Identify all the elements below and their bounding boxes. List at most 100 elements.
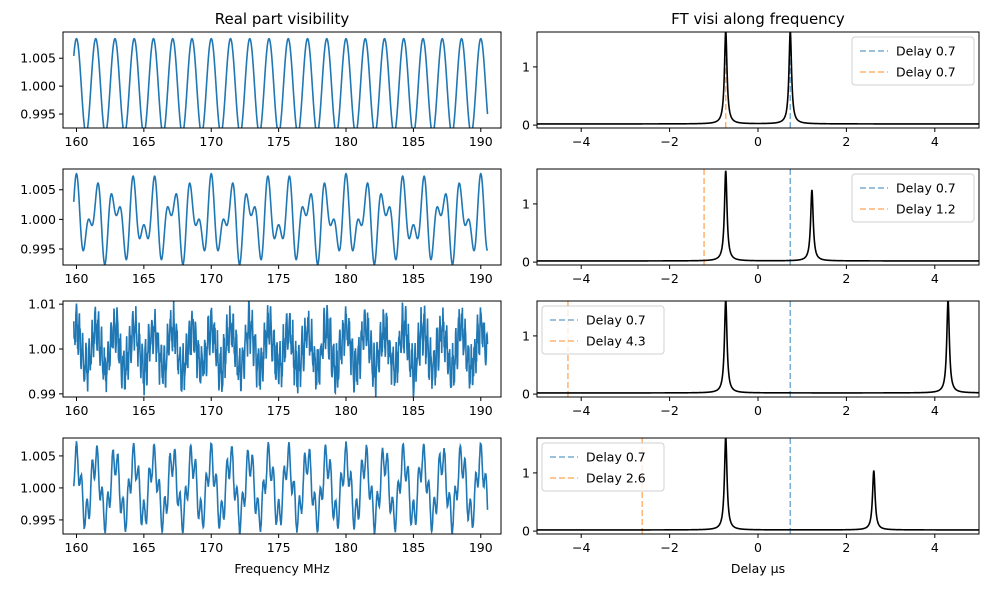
chart-panel: −4 −2 0 2 4 0 1 Delay 0.7 Delay 4.3 <box>522 300 980 418</box>
chart-title: FT visi along frequency <box>671 10 845 28</box>
chart-panel: −4 −2 0 2 4 0 1 FT visi along frequency Delay 0.… <box>522 10 980 149</box>
x-tick-label: 2 <box>842 271 850 286</box>
x-tick-label: 190 <box>469 540 493 555</box>
legend-box <box>541 305 665 355</box>
x-tick-label: −2 <box>660 540 678 555</box>
legend: Delay 0.7 Delay 2.6 <box>541 442 665 492</box>
y-tick-label: 1.000 <box>20 212 56 227</box>
legend-label: Delay 0.7 <box>586 313 646 328</box>
x-tick-label: 160 <box>65 134 89 149</box>
ft-series-line <box>537 301 979 394</box>
x-tick-label: 4 <box>931 403 939 418</box>
axes-frame <box>62 31 502 129</box>
x-tick-label: 185 <box>401 271 425 286</box>
x-tick-label: 190 <box>469 271 493 286</box>
y-tick-label: 1.005 <box>20 182 56 197</box>
visibility-series-line <box>72 441 489 534</box>
x-tick-label: 170 <box>199 271 223 286</box>
y-tick-label: 0 <box>522 387 530 402</box>
x-tick-label: 4 <box>931 540 939 555</box>
plot-area <box>72 301 489 397</box>
x-tick-label: 2 <box>842 540 850 555</box>
legend-box <box>541 442 665 492</box>
legend: Delay 0.7 Delay 4.3 <box>541 305 665 355</box>
x-tick-label: 160 <box>65 403 89 418</box>
y-tick-label: 0.99 <box>28 386 56 401</box>
visibility-series-line <box>72 172 489 265</box>
x-tick-label: 165 <box>132 540 156 555</box>
x-tick-label: 190 <box>469 134 493 149</box>
x-tick-label: 170 <box>199 134 223 149</box>
legend-box <box>851 173 975 223</box>
legend-label: Delay 4.3 <box>586 334 646 349</box>
x-tick-label: 0 <box>754 134 762 149</box>
x-tick-label: 180 <box>334 271 358 286</box>
x-tick-label: 185 <box>401 540 425 555</box>
ft-series-line <box>537 170 979 262</box>
x-tick-label: −4 <box>572 403 590 418</box>
legend-box <box>851 36 975 86</box>
y-tick-label: 1.005 <box>20 448 56 463</box>
x-tick-label: 190 <box>469 403 493 418</box>
x-tick-label: 175 <box>267 403 291 418</box>
y-tick-label: 1 <box>522 328 530 343</box>
x-tick-label: 2 <box>842 134 850 149</box>
y-tick-label: 0 <box>522 524 530 539</box>
axes-frame <box>62 437 502 535</box>
x-axis-label: Delay μs <box>731 561 785 576</box>
x-tick-label: 165 <box>132 271 156 286</box>
x-tick-label: 175 <box>267 271 291 286</box>
x-tick-label: 185 <box>401 403 425 418</box>
chart-panel: 160 165 170 175 180 185 190 0.995 1.000 1.005 Real… <box>20 10 502 149</box>
axes-frame <box>62 168 502 266</box>
x-tick-label: 0 <box>754 271 762 286</box>
visibility-series-line <box>72 37 489 128</box>
x-tick-label: 4 <box>931 134 939 149</box>
x-tick-label: 165 <box>132 403 156 418</box>
x-tick-label: 160 <box>65 271 89 286</box>
x-tick-label: 0 <box>754 540 762 555</box>
chart-panel: 160 165 170 175 180 185 190 0.99 1.00 1.01 <box>28 297 502 418</box>
legend-label: Delay 1.2 <box>896 202 956 217</box>
legend: Delay 0.7 Delay 1.2 <box>851 173 975 223</box>
y-tick-label: 0 <box>522 118 530 133</box>
plot-area <box>72 441 489 534</box>
legend-label: Delay 0.7 <box>896 44 956 59</box>
y-tick-label: 0 <box>522 255 530 270</box>
y-tick-label: 1 <box>522 465 530 480</box>
x-tick-label: −2 <box>660 403 678 418</box>
x-tick-label: 165 <box>132 134 156 149</box>
x-tick-label: −2 <box>660 271 678 286</box>
x-tick-label: 185 <box>401 134 425 149</box>
x-tick-label: 180 <box>334 403 358 418</box>
x-tick-label: 0 <box>754 403 762 418</box>
x-tick-label: 4 <box>931 271 939 286</box>
x-tick-label: 170 <box>199 403 223 418</box>
y-tick-label: 0.995 <box>20 242 56 257</box>
chart-panel: −4 −2 0 2 4 0 1 Delay 0.7 Delay 1.2 <box>522 168 980 286</box>
y-tick-label: 1.01 <box>28 297 56 312</box>
legend-label: Delay 2.6 <box>586 471 646 486</box>
y-tick-label: 1 <box>522 59 530 74</box>
chart-title: Real part visibility <box>215 10 350 28</box>
y-tick-label: 0.995 <box>20 512 56 527</box>
plot-area <box>72 172 489 265</box>
x-tick-label: 180 <box>334 134 358 149</box>
y-tick-label: 1.000 <box>20 480 56 495</box>
legend-label: Delay 0.7 <box>586 450 646 465</box>
x-tick-label: −4 <box>572 540 590 555</box>
ft-series-line <box>537 438 979 531</box>
chart-panel: 160 165 170 175 180 185 190 0.995 1.000 1.005 <box>20 168 502 286</box>
y-tick-label: 1 <box>522 196 530 211</box>
x-tick-label: −2 <box>660 134 678 149</box>
ft-series-line <box>537 32 979 125</box>
x-tick-label: 2 <box>842 403 850 418</box>
plot-area <box>72 37 489 128</box>
x-tick-label: −4 <box>572 271 590 286</box>
plot-area <box>537 32 979 128</box>
x-tick-label: 160 <box>65 540 89 555</box>
x-tick-label: 180 <box>334 540 358 555</box>
x-tick-label: 175 <box>267 540 291 555</box>
legend-label: Delay 0.7 <box>896 181 956 196</box>
